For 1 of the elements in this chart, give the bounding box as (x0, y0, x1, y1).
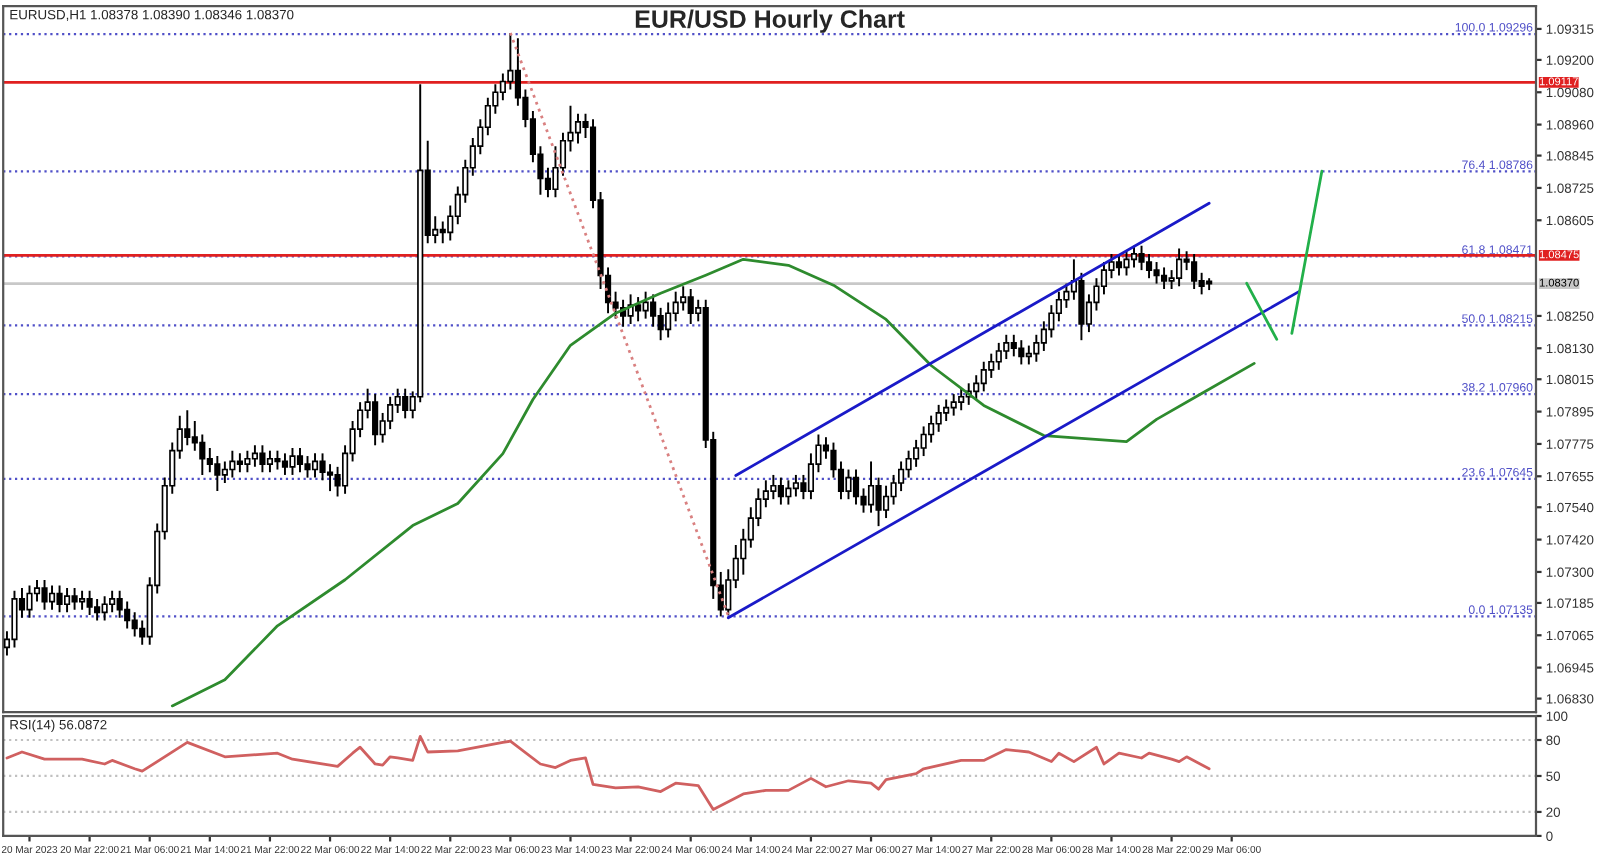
chart-title: EUR/USD Hourly Chart (635, 9, 905, 33)
